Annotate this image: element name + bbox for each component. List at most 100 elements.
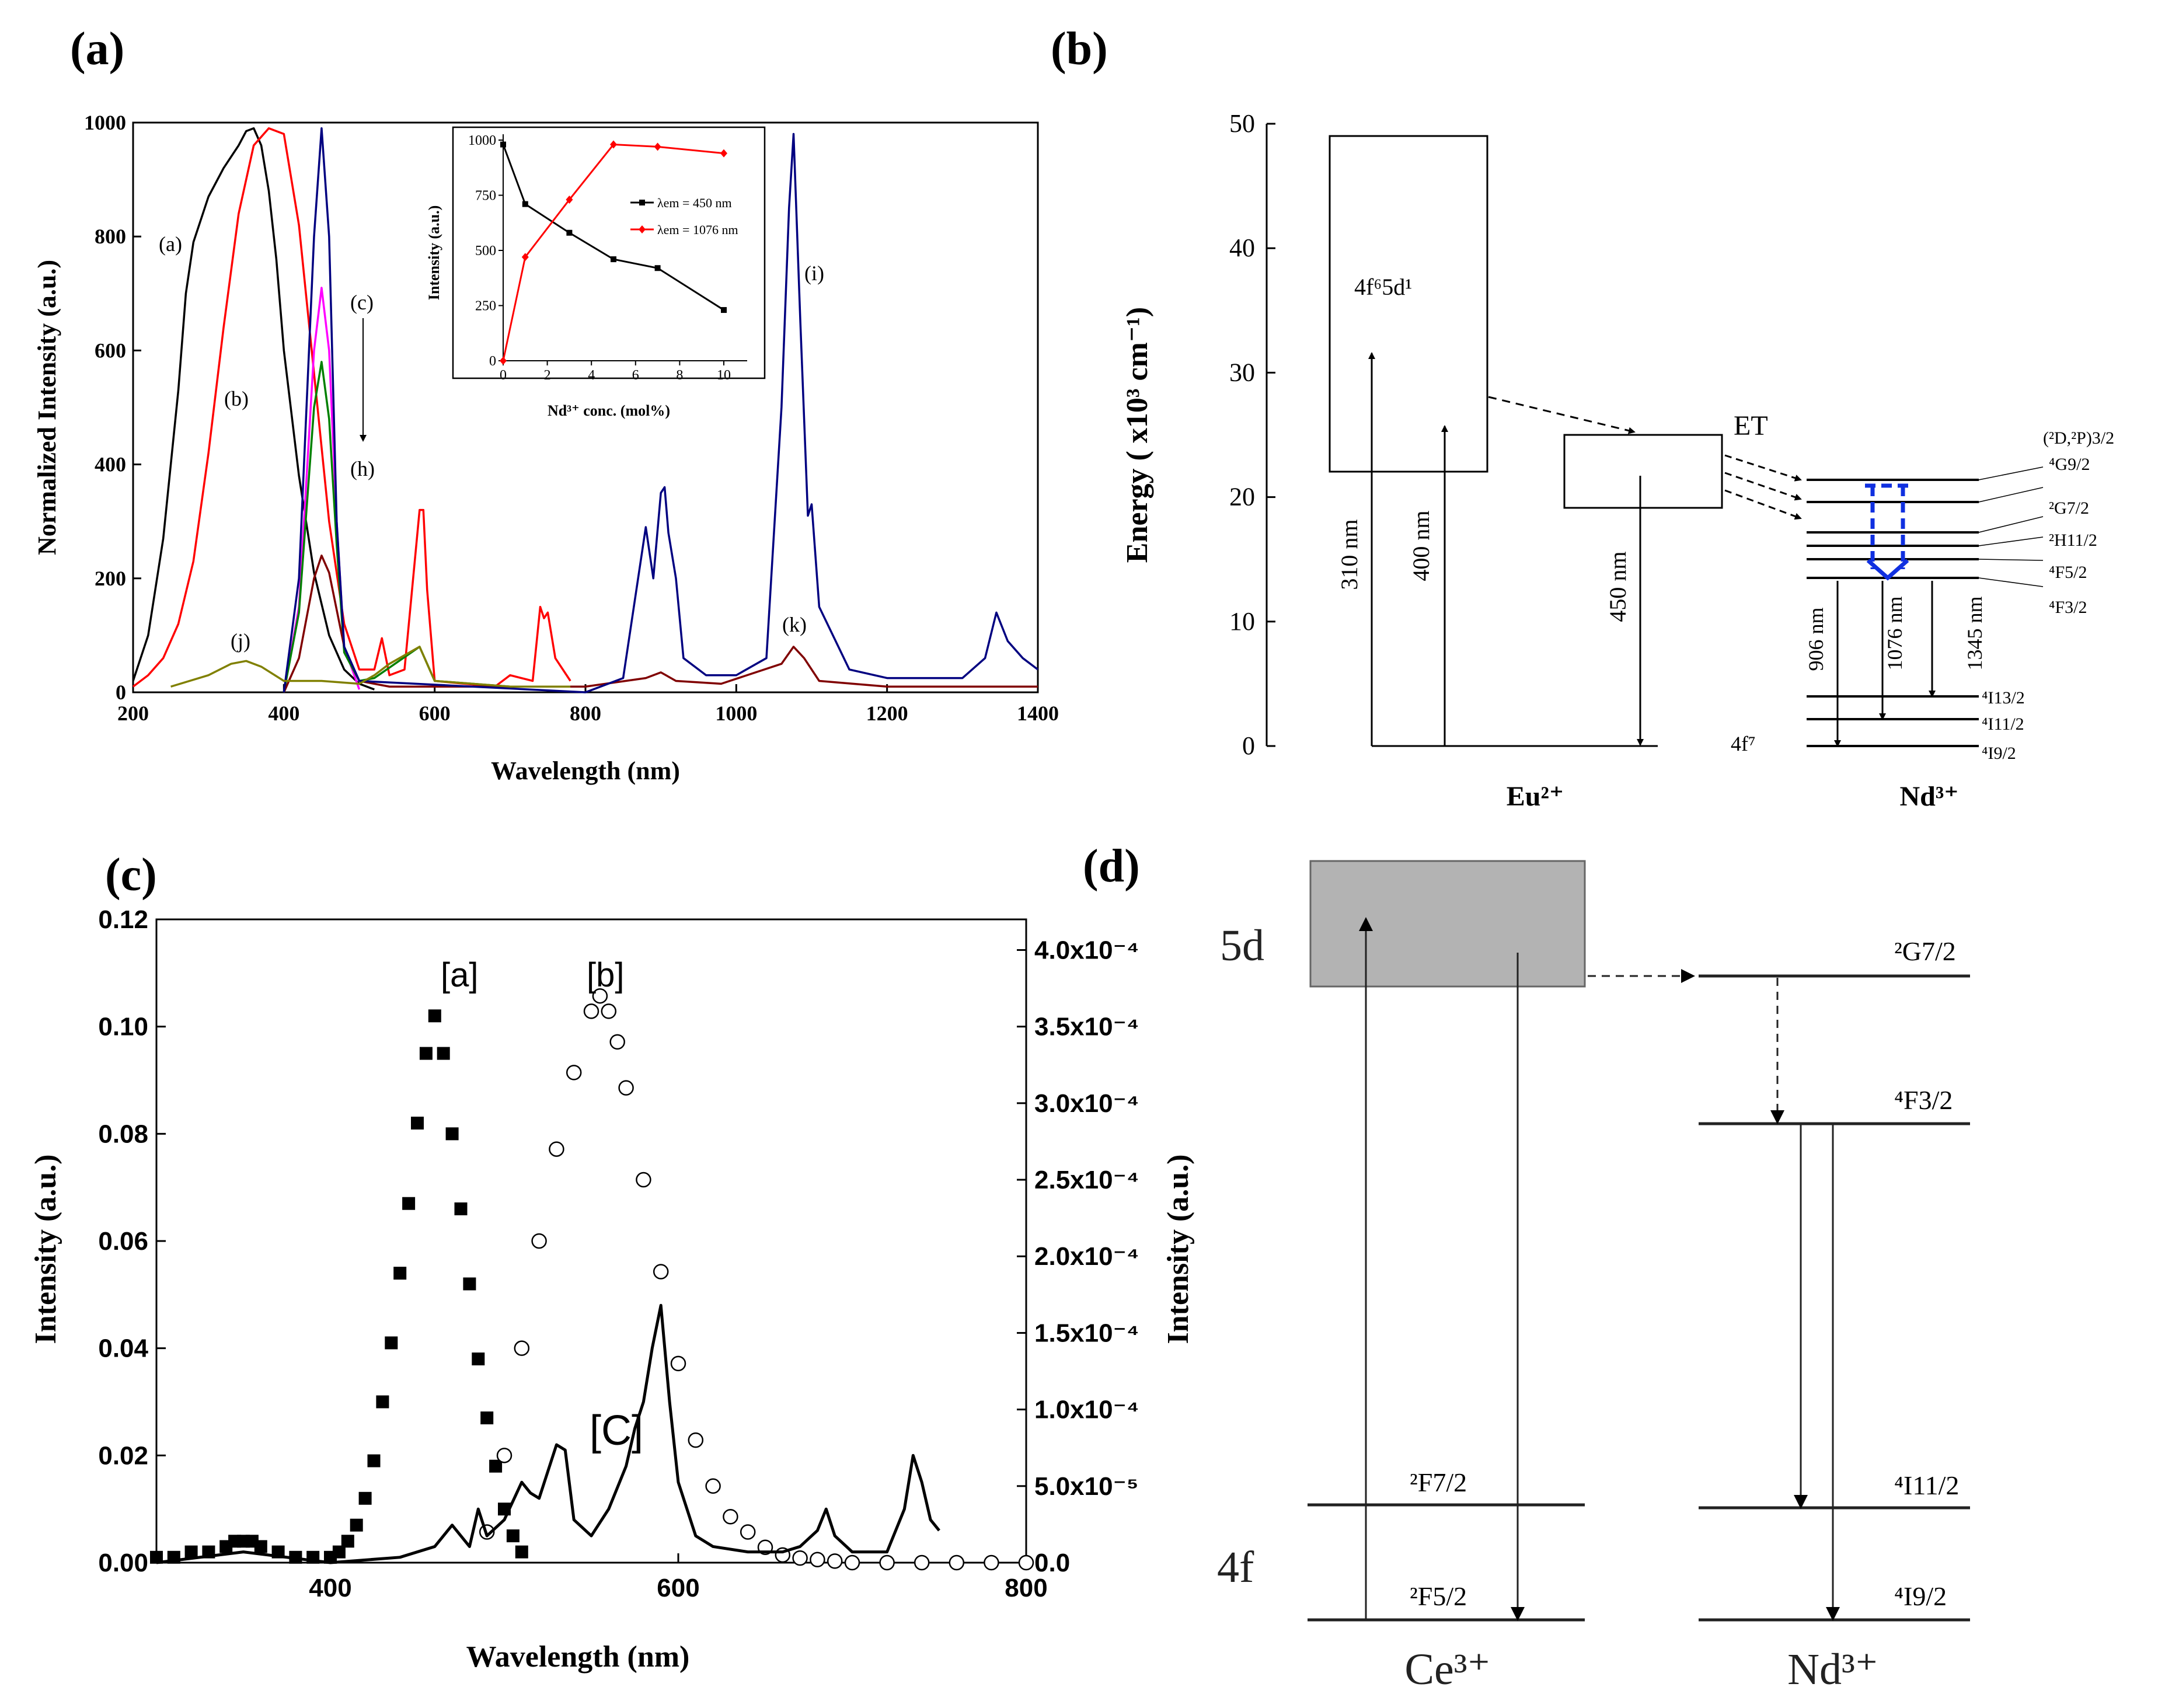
c-ytick-right-label: 2.5x10⁻⁴	[1034, 1166, 1139, 1194]
panel-a-series	[132, 127, 1039, 693]
curve-label-i: (i)	[804, 262, 824, 285]
inset-point	[522, 201, 528, 207]
series-label-a: [a]	[441, 956, 479, 994]
a-xtick-label: 1400	[1017, 702, 1059, 725]
inset-point	[521, 253, 529, 262]
c-point-circle	[566, 1065, 582, 1080]
c-ytick-right-label: 4.0x10⁻⁴	[1034, 936, 1139, 964]
emission-450-label: 450 nm	[1605, 551, 1631, 622]
inset-point	[500, 357, 507, 365]
c-point-circle	[653, 1264, 669, 1280]
nd-level-label-2g72: ²G7/2	[1894, 936, 1956, 966]
inset-x-axis-label: Nd³⁺ conc. (mol%)	[548, 402, 670, 419]
a-ytick-label: 0	[116, 681, 126, 704]
c-ytick-right-label: 3.5x10⁻⁴	[1034, 1013, 1139, 1041]
c-ytick-left-label: 0.02	[98, 1441, 148, 1470]
et-arrow-2	[1724, 472, 1802, 501]
c-point-square	[428, 1009, 441, 1023]
series-label-c: [C]	[590, 1407, 643, 1454]
nd-level-label-4i112: ⁴I11/2	[1894, 1470, 1959, 1500]
c-point-square	[393, 1267, 407, 1280]
c-point-square	[480, 1411, 494, 1425]
panel-a: (a) 200 400 600 800 1000 1200 1400020040060080…	[33, 23, 1059, 785]
c-point-circle	[609, 1034, 625, 1050]
4f-label: 4f	[1217, 1543, 1254, 1592]
panel-b: (b) 0 10 20 30 40 50 Energy ( x10³ cm⁻¹) 4f⁶5…	[1051, 23, 2114, 812]
c-xtick-label: 800	[1005, 1574, 1047, 1602]
b-ytick-label: 20	[1229, 483, 1255, 511]
c-point-circle	[740, 1524, 756, 1540]
ce-level-label-2f72: ²F7/2	[1410, 1468, 1467, 1497]
panel-b-axes: 0 10 20 30 40 50	[1229, 109, 1275, 760]
c-point-square	[463, 1277, 476, 1291]
legend-marker-1076	[639, 225, 646, 233]
nd-ion-label: Nd³⁺	[1899, 781, 1958, 812]
a-ytick-label: 800	[95, 225, 126, 248]
panel-c-right-y-axis-label: Intensity (a.u.)	[1162, 1154, 1195, 1344]
nd-ion-label-d: Nd³⁺	[1787, 1645, 1878, 1694]
emission-1076-label: 1076 nm	[1883, 596, 1906, 670]
c-point-circle	[723, 1509, 738, 1525]
c-point-square	[437, 1047, 450, 1060]
a-xtick-label: 200	[117, 702, 149, 725]
c-ytick-left-label: 0.00	[98, 1549, 148, 1577]
a-xtick-label: 800	[570, 702, 601, 725]
b-ytick-label: 10	[1229, 607, 1255, 636]
inset-axes: 0 2 4 6 8 10 0 250 500 750 1000	[468, 133, 747, 383]
curve-label-b: (b)	[224, 387, 249, 410]
eu-relaxation-arrow	[1488, 396, 1636, 434]
c-point-circle	[670, 1355, 686, 1372]
c-point-circle	[827, 1553, 843, 1569]
panel-c-series	[150, 988, 1034, 1571]
inset-xtick-label: 0	[500, 368, 507, 383]
level-label-4i112: ⁴I11/2	[1982, 714, 2024, 734]
b-ytick-label: 50	[1229, 109, 1255, 138]
a-series-line-5	[283, 127, 1039, 693]
c-point-circle	[949, 1554, 965, 1571]
b-ytick-label: 0	[1242, 731, 1255, 760]
inset-point	[611, 256, 616, 263]
excitation-310-label: 310 nm	[1336, 519, 1362, 590]
inset-legend: λem = 450 nm λem = 1076 nm	[630, 196, 738, 237]
c-point-square	[184, 1545, 198, 1559]
panel-a-x-axis-label: Wavelength (nm)	[491, 757, 680, 785]
blue-relaxation-arrowhead	[1866, 559, 1909, 581]
panel-d: (d) 5d 4f ²F7/2 ²F5/2 ²G7/2 ⁴F3/2 ⁴I11/2…	[1083, 841, 1970, 1694]
level-label-4i132: ⁴I13/2	[1982, 688, 2025, 707]
level-label-4f52: ⁴F5/2	[2049, 563, 2087, 582]
et-arrow-1	[1724, 454, 1802, 482]
c-point-square	[472, 1353, 485, 1366]
c-point-square	[367, 1454, 381, 1468]
level-label-2g72: ²G7/2	[2049, 499, 2089, 518]
c-point-square	[376, 1395, 389, 1409]
panel-b-y-axis-label: Energy ( x10³ cm⁻¹)	[1121, 307, 1154, 563]
c-point-square	[332, 1545, 346, 1559]
c-point-circle	[601, 1003, 617, 1019]
level-label-4g92: ⁴G9/2	[2049, 455, 2090, 474]
c-ytick-right-label: 1.0x10⁻⁴	[1034, 1396, 1139, 1424]
b-ytick-label: 40	[1229, 233, 1255, 262]
curve-label-k: (k)	[782, 613, 807, 636]
c-xtick-label: 400	[309, 1574, 351, 1602]
inset-y-axis-label: Intensity (a.u.)	[426, 205, 442, 301]
nd-level-label-4i92: ⁴I9/2	[1894, 1581, 1947, 1611]
eu-ground-label: 4f⁷	[1731, 732, 1756, 755]
c-point-circle	[810, 1552, 825, 1568]
et-label: ET	[1734, 410, 1768, 441]
nd-level-leaders	[1978, 466, 2044, 587]
nd-nonradiative-relaxation	[1865, 483, 1909, 581]
c-point-square	[254, 1540, 267, 1553]
c-point-square	[350, 1518, 363, 1532]
c-point-circle	[618, 1080, 634, 1096]
level-label-2h112: ²H11/2	[2049, 531, 2097, 550]
c-xtick-label: 600	[657, 1574, 699, 1602]
c-ytick-right-label: 3.0x10⁻⁴	[1034, 1089, 1139, 1118]
inset-point	[610, 140, 617, 149]
c-ytick-right-label: 0.0	[1034, 1549, 1070, 1577]
c-point-circle	[496, 1448, 513, 1463]
inset-ytick-label: 500	[475, 243, 496, 259]
inset-xtick-label: 2	[544, 368, 551, 383]
c-point-circle	[636, 1172, 651, 1188]
c-ytick-left-label: 0.08	[98, 1120, 148, 1148]
